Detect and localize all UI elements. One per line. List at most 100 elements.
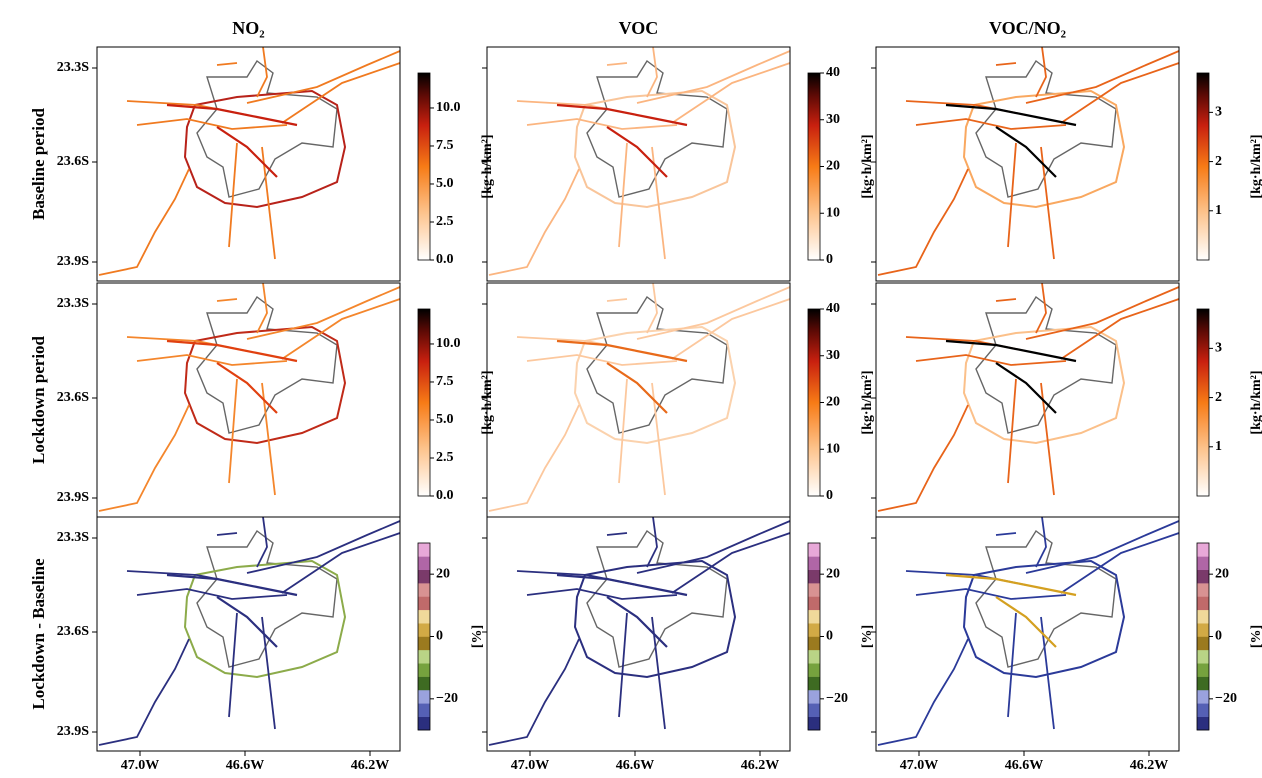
lon-tick-label: 47.0W [900,758,939,773]
colorbar-tick-label: 20 [436,566,450,581]
colorbar-step [418,596,430,611]
colorbar-label: [%] [860,625,875,648]
colorbar-frame [1196,308,1210,497]
colorbar-tick-label: 0 [436,629,443,644]
lon-tick-label: 46.2W [1130,758,1169,773]
colorbar-label: [kg·h/km²] [860,370,875,434]
colorbar-tick-label: 2 [1215,390,1222,405]
panel-frame [875,282,1180,518]
colorbar-step [808,649,820,664]
colorbar-step [418,663,430,677]
lon-tick-label: 47.0W [121,758,160,773]
map [876,283,1179,513]
panel-frame [486,516,791,752]
lat-tick-label: 23.6S [57,390,90,405]
colorbar-tick-label: 40 [826,65,840,80]
colorbar-label: [kg·h/km²] [480,134,495,198]
map [876,517,1179,747]
colorbar-step [808,703,820,717]
colorbar-step [808,609,820,624]
colorbar-tick-label: 10 [826,205,840,220]
colorbar-tick-label: 2.5 [436,450,454,465]
lat-tick-label: 23.3S [57,296,90,311]
colorbar-tick-label: 0 [826,252,833,267]
colorbar-tick-label: 7.5 [436,138,454,153]
colorbar-tick-label: 5.0 [436,176,454,191]
colorbar-tick-label: 40 [826,301,840,316]
colorbar-label: [kg·h/km²] [480,370,495,434]
colorbar-step [808,556,820,571]
lat-tick-label: 23.9S [57,724,90,739]
colorbar [808,73,820,260]
colorbar-tick-label: 3 [1215,341,1222,356]
colorbar-label: [kg·h/km²] [1249,134,1262,198]
colorbar-step [1197,583,1209,597]
lon-tick-label: 46.6W [226,758,265,773]
colorbar-tick-label: 0.0 [436,488,454,503]
panel-frame [486,282,791,518]
colorbar-step [808,569,820,584]
colorbar-tick-label: 2 [1215,154,1222,169]
panel-frame [875,516,1180,752]
lat-tick-label: 23.6S [57,624,90,639]
panel-frame [96,46,401,282]
colorbar-tick-label: 0.0 [436,252,454,267]
row-label: Lockdown period [29,335,48,464]
colorbar-step [1197,569,1209,584]
colorbar-step [418,543,430,557]
colorbar-label: [%] [470,625,485,648]
colorbar-step [1197,676,1209,691]
lat-tick-label: 23.9S [57,490,90,505]
colorbar-step [1197,556,1209,571]
colorbar [808,309,820,496]
colorbar-tick-label: 30 [826,348,840,363]
colorbar-label: [kg·h/km²] [1249,370,1262,434]
panel-frame [875,46,1180,282]
colorbar-tick-label: 20 [1215,566,1229,581]
colorbar-tick-label: 3 [1215,105,1222,120]
colorbar-frame [417,308,431,497]
map [97,283,400,513]
colorbar-step [808,663,820,677]
colorbar-tick-label: 20 [826,566,840,581]
colorbar-step [1197,609,1209,624]
colorbar-frame [1196,72,1210,261]
row-label: Baseline period [29,107,48,219]
colorbar-tick-label: −20 [826,691,848,706]
colorbar-tick-label: 1 [1215,439,1222,454]
colorbar-tick-label: 5.0 [436,412,454,427]
colorbar-step [418,609,430,624]
lon-tick-label: 46.2W [351,758,390,773]
colorbar-step [1197,703,1209,717]
colorbar-tick-label: 2.5 [436,214,454,229]
colorbar-tick-label: 7.5 [436,374,454,389]
colorbar-step [418,569,430,584]
colorbar-step [418,583,430,597]
lat-tick-label: 23.6S [57,154,90,169]
colorbar-tick-label: 30 [826,112,840,127]
colorbar-step [418,703,430,717]
colorbar-step [418,636,430,651]
colorbar [418,309,430,496]
colorbar-label: [kg·h/km²] [860,134,875,198]
map [876,47,1179,277]
lon-tick-label: 46.6W [616,758,655,773]
colorbar-step [1197,649,1209,664]
colorbar-step [808,689,820,704]
colorbar-tick-label: 0 [826,488,833,503]
colorbar-tick-label: −20 [1215,691,1237,706]
map [97,517,400,747]
colorbar-step [808,636,820,651]
colorbar-step [1197,596,1209,611]
panel-frame [96,282,401,518]
colorbar-tick-label: 10.0 [436,336,461,351]
colorbar-step [418,716,430,731]
colorbar [418,73,430,260]
colorbar [1197,309,1209,496]
colorbar-step [808,596,820,611]
colorbar-step [808,543,820,557]
map [487,517,790,747]
lat-tick-label: 23.3S [57,60,90,75]
colorbar-tick-label: 1 [1215,203,1222,218]
